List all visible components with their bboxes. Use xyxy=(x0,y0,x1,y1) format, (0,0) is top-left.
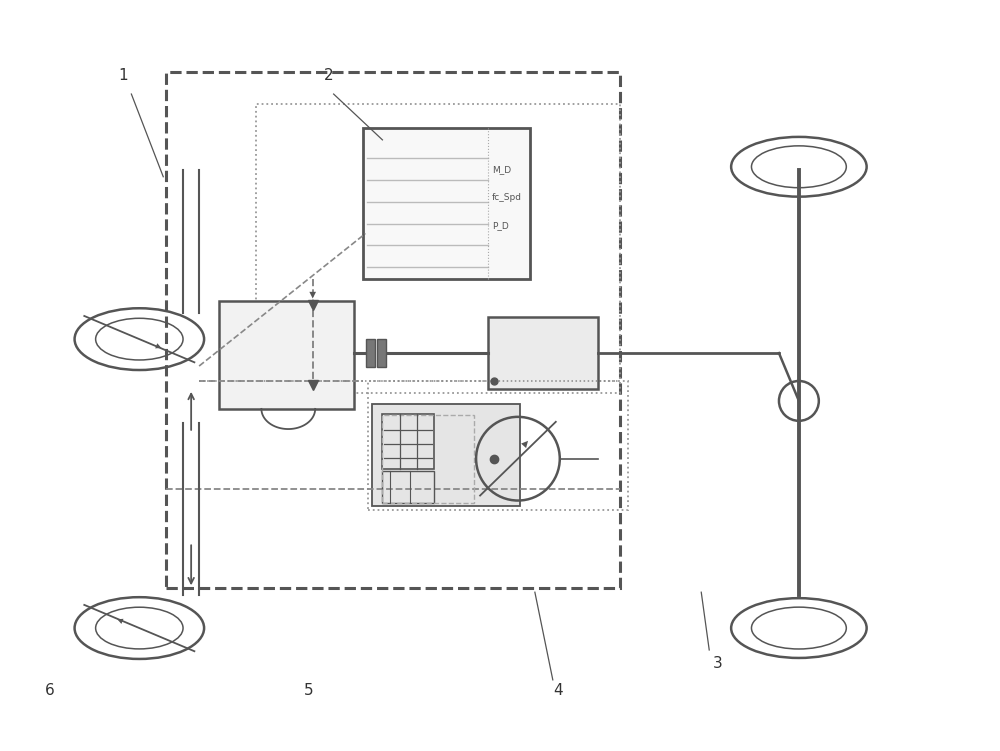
Text: 2: 2 xyxy=(324,68,333,83)
Bar xyxy=(382,471,434,502)
Bar xyxy=(219,301,354,409)
Text: 5: 5 xyxy=(304,683,314,698)
Bar xyxy=(363,128,530,279)
Text: 3: 3 xyxy=(712,656,722,671)
Text: fc_Spd: fc_Spd xyxy=(492,193,522,202)
Text: M_D: M_D xyxy=(492,165,511,174)
Text: 4: 4 xyxy=(553,683,563,698)
Text: 6: 6 xyxy=(45,683,55,698)
Bar xyxy=(366,339,375,367)
Bar xyxy=(382,415,474,502)
Bar xyxy=(372,404,520,505)
Bar xyxy=(256,104,620,393)
Bar xyxy=(488,317,598,389)
Text: P_D: P_D xyxy=(492,221,509,230)
Bar xyxy=(382,414,434,469)
Text: 1: 1 xyxy=(119,68,128,83)
Bar xyxy=(166,72,620,588)
Bar xyxy=(377,339,386,367)
Bar xyxy=(368,381,628,511)
